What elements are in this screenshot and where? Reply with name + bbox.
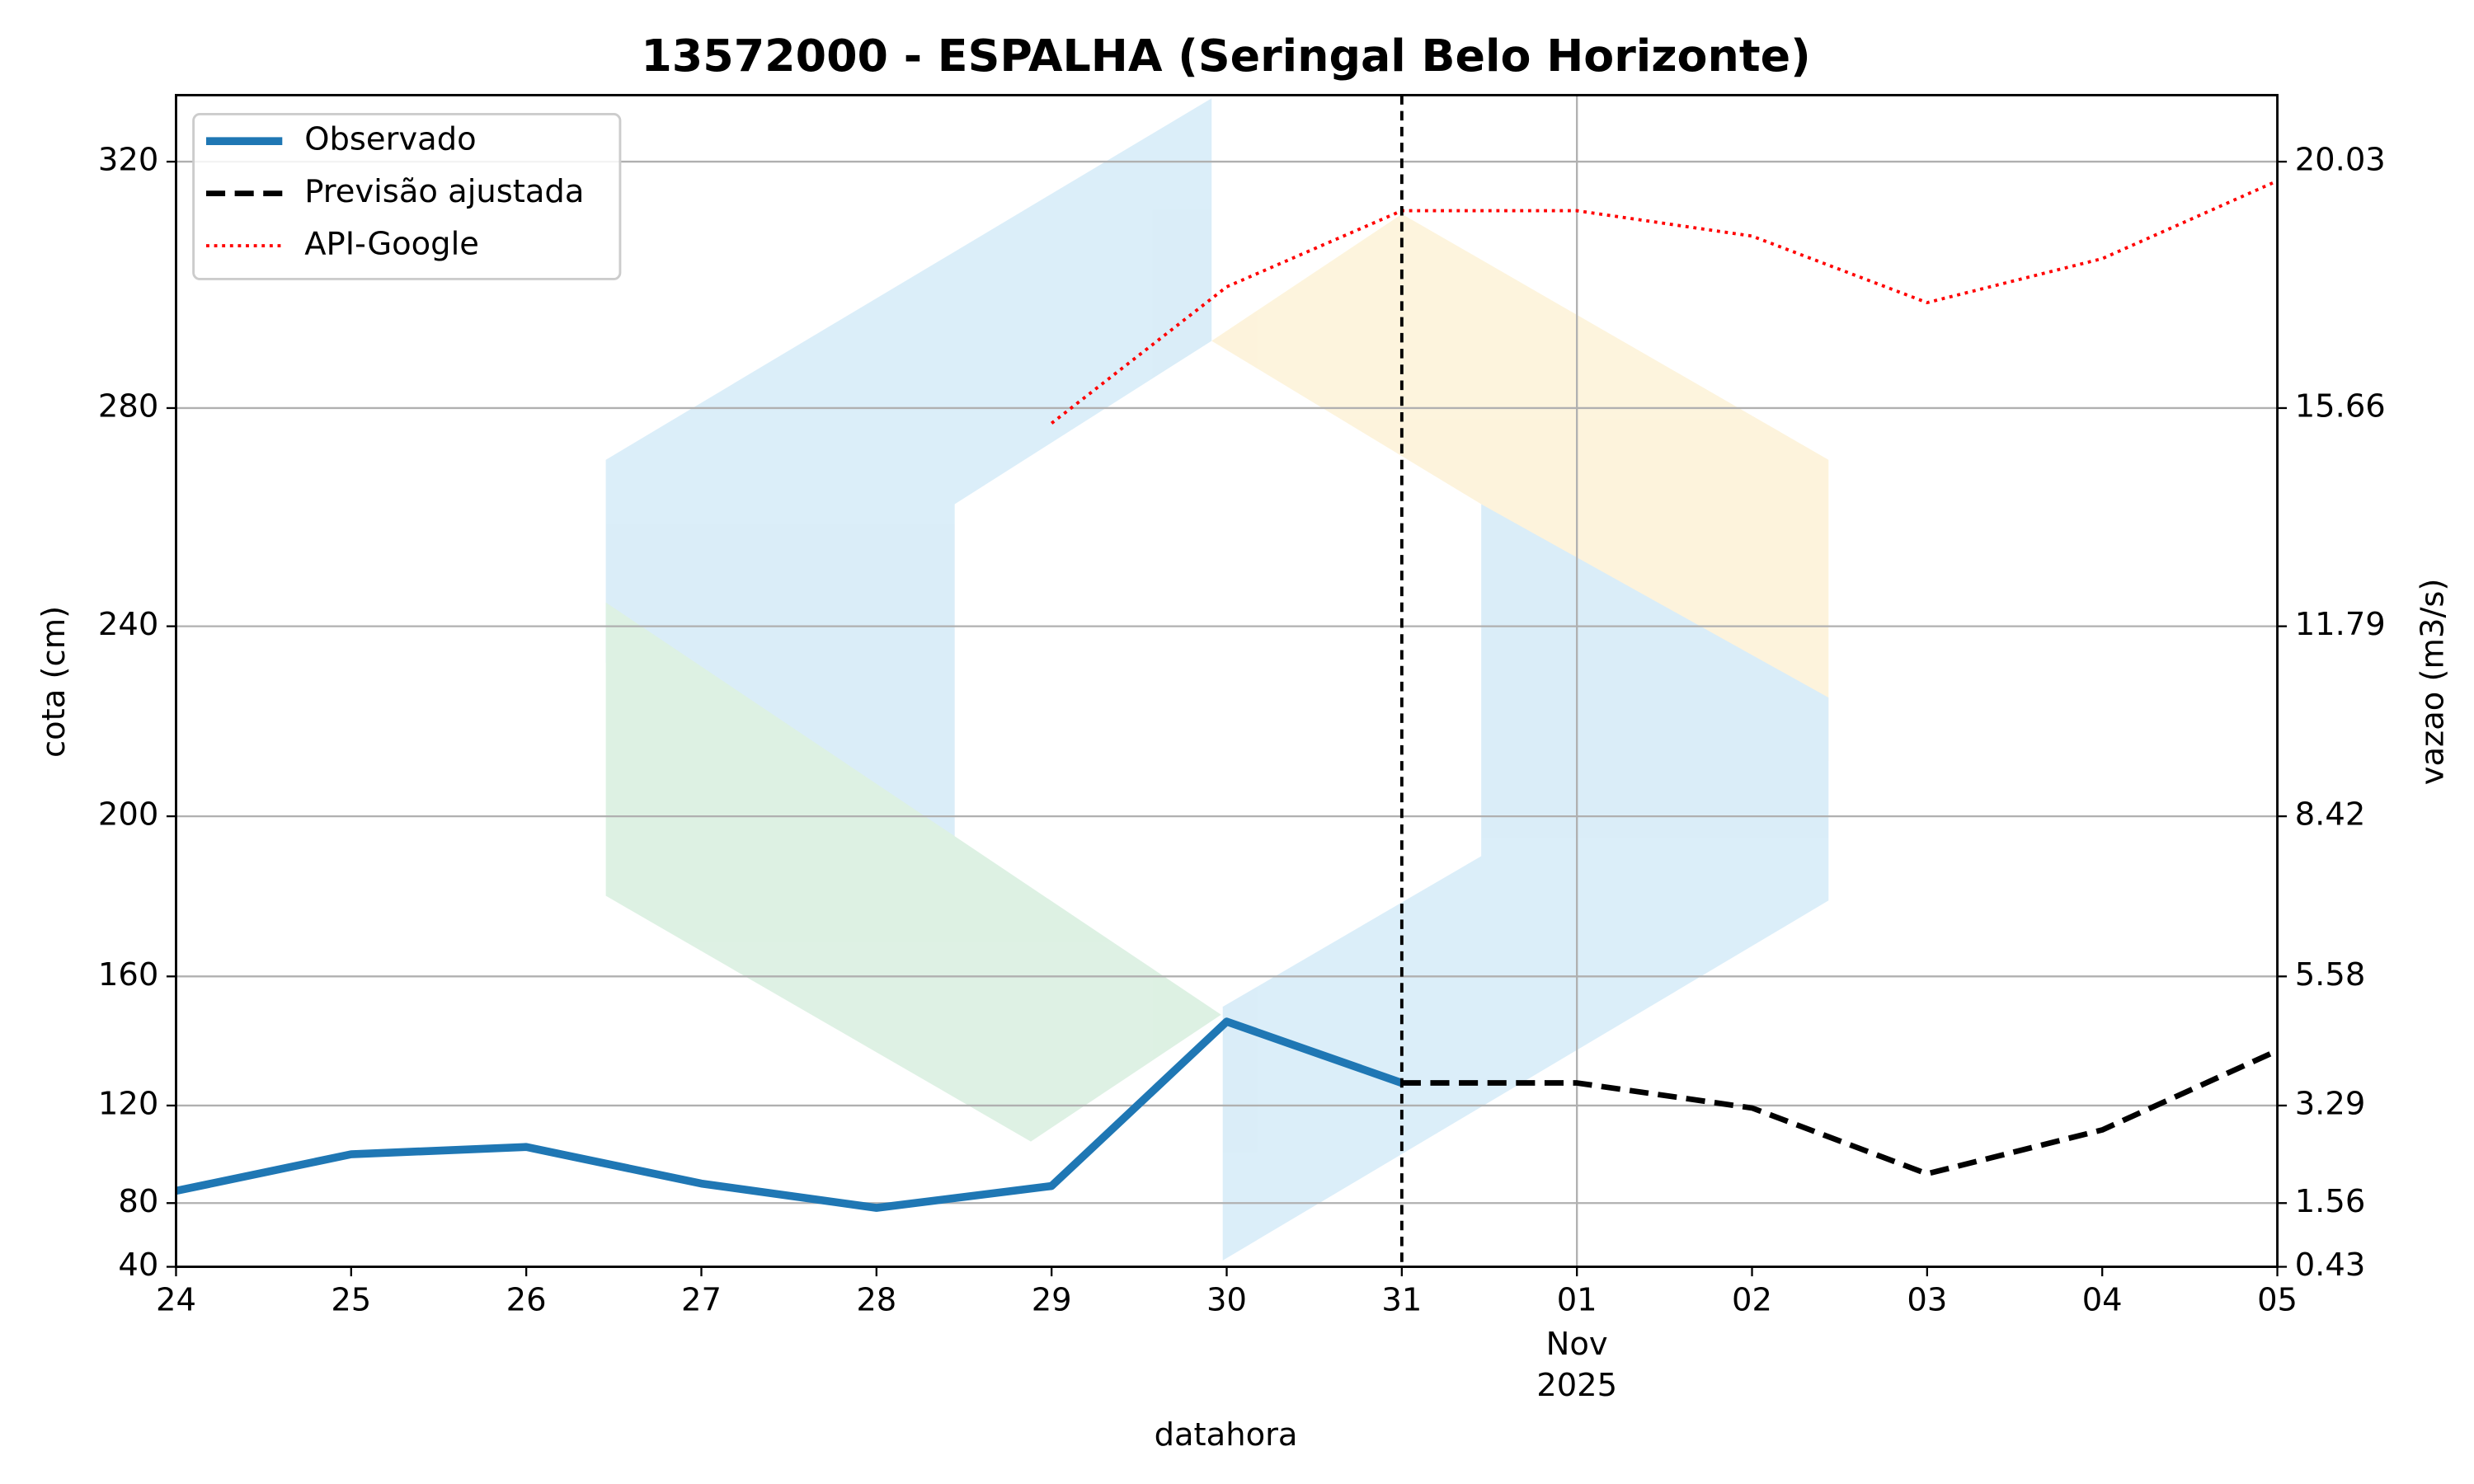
x-axis-label: datahora <box>1155 1416 1298 1453</box>
x-tick-label: 25 <box>331 1281 371 1318</box>
y-tick-label: 280 <box>98 387 158 425</box>
y2-tick-label: 11.79 <box>2295 606 2386 643</box>
x-tick-label: 05 <box>2257 1281 2298 1318</box>
y-tick-label: 40 <box>118 1247 158 1284</box>
plot-frame <box>175 93 2279 1268</box>
y2-axis-label: vazao (m3/s) <box>2414 579 2451 786</box>
y2-tick-label: 5.58 <box>2295 956 2366 993</box>
y-tick-label: 160 <box>98 956 158 993</box>
series-line <box>175 1017 1404 1212</box>
y-tick-label: 240 <box>98 606 158 643</box>
y-tick-label: 120 <box>98 1085 158 1122</box>
y2-tick-label: 0.43 <box>2295 1247 2366 1284</box>
x-tick-label: 31 <box>1381 1281 1422 1318</box>
x-tick-label: 26 <box>506 1281 547 1318</box>
x-tick-sublabel: 2025 <box>1536 1367 1617 1404</box>
series-line <box>1401 1048 2279 1177</box>
x-tick-label: 27 <box>681 1281 722 1318</box>
x-tick-label: 02 <box>1732 1281 1772 1318</box>
x-tick-label: 30 <box>1206 1281 1247 1318</box>
legend-label: API-Google <box>304 226 479 263</box>
legend-box <box>192 113 622 280</box>
y2-tick-label: 1.56 <box>2295 1183 2366 1220</box>
x-tick-label: 24 <box>156 1281 196 1318</box>
x-tick-label: 04 <box>2082 1281 2123 1318</box>
legend-label: Observado <box>304 121 476 158</box>
watermark <box>605 98 1829 1261</box>
chart-title: 13572000 - ESPALHA (Seringal Belo Horizo… <box>641 30 1810 82</box>
x-tick-label: 29 <box>1032 1281 1072 1318</box>
x-tick-label: 01 <box>1557 1281 1597 1318</box>
y-tick-label: 80 <box>118 1183 158 1220</box>
y-tick-label: 320 <box>98 142 158 179</box>
y2-tick-label: 8.42 <box>2295 796 2366 834</box>
x-tick-sublabel: Nov <box>1546 1326 1608 1363</box>
legend: Observado Previsão ajustada API-Google <box>192 113 622 280</box>
y2-tick-label: 15.66 <box>2295 387 2386 425</box>
x-tick-label: 03 <box>1907 1281 1947 1318</box>
series-line <box>1050 179 2279 425</box>
y-tick-label: 200 <box>98 796 158 834</box>
y-axis-label: cota (cm) <box>35 606 73 758</box>
y2-tick-label: 3.29 <box>2295 1085 2366 1122</box>
y2-tick-label: 20.03 <box>2295 142 2386 179</box>
legend-label: Previsão ajustada <box>304 173 584 210</box>
x-tick-label: 28 <box>856 1281 896 1318</box>
